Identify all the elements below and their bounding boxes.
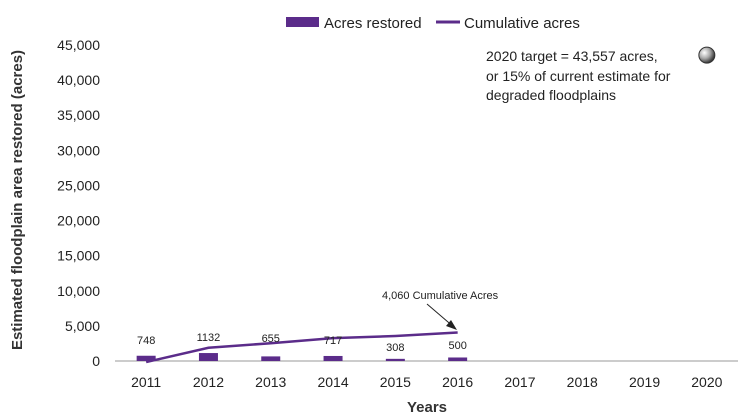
y-tick-label: 30,000: [57, 142, 100, 158]
x-tick-label: 2011: [131, 374, 161, 390]
y-tick-label: 40,000: [57, 72, 100, 88]
bar-acres-restored: [261, 356, 281, 361]
target-marker: [698, 46, 716, 64]
target-annotation-line-3: degraded floodplains: [486, 87, 616, 103]
target-annotation: 2020 target = 43,557 acres, or 15% of cu…: [486, 48, 671, 103]
target-annotation-line-1: 2020 target = 43,557 acres,: [486, 48, 658, 64]
bar-acres-restored: [136, 355, 156, 361]
x-tick-label: 2013: [255, 374, 286, 390]
x-tick-label: 2015: [380, 374, 411, 390]
legend-swatch-acres-restored: [286, 17, 319, 27]
data-label: 500: [448, 340, 466, 352]
y-tick-label: 0: [92, 353, 100, 369]
y-tick-label: 15,000: [57, 248, 100, 264]
data-label: 717: [324, 335, 342, 347]
cumulative-acres-line: [145, 331, 458, 364]
bar-acres-restored: [198, 353, 218, 361]
data-label: 308: [386, 342, 404, 354]
y-tick-label: 10,000: [57, 283, 100, 299]
x-axis-title: Years: [407, 399, 447, 416]
data-label: 748: [137, 335, 155, 347]
data-label: 1132: [197, 332, 221, 344]
data-labels: 748 1132 655 717 308 500: [137, 332, 467, 354]
bar-acres-restored: [385, 358, 405, 361]
cumulative-annotation-arrowhead: [446, 320, 457, 330]
cumulative-annotation: 4,060 Cumulative Acres: [382, 290, 499, 302]
data-label: 655: [262, 333, 280, 345]
bars: [136, 353, 468, 361]
y-tick-label: 25,000: [57, 177, 100, 193]
x-tick-label: 2020: [691, 374, 722, 390]
x-tick-label: 2018: [567, 374, 598, 390]
y-tick-label: 35,000: [57, 107, 100, 123]
y-tick-label: 45,000: [57, 37, 100, 53]
legend-label-acres-restored: Acres restored: [324, 15, 422, 32]
x-tick-label: 2014: [317, 374, 348, 390]
x-tick-label: 2016: [442, 374, 473, 390]
bar-acres-restored: [323, 355, 343, 361]
y-tick-label: 5,000: [65, 318, 100, 334]
y-axis-title: Estimated floodplain area restored (acre…: [9, 50, 26, 350]
legend: Acres restored Cumulative acres: [286, 15, 580, 32]
x-tick-label: 2017: [504, 374, 535, 390]
y-tick-label: 20,000: [57, 213, 100, 229]
y-axis: 0 5,000 10,000 15,000 20,000 25,000 30,000 35,0…: [57, 37, 100, 369]
target-annotation-line-2: or 15% of current estimate for: [486, 68, 671, 84]
bar-acres-restored: [448, 357, 468, 361]
x-axis: 2011 2012 2013 2014 2015 2016 2017 2018 2019 2020: [131, 374, 723, 390]
legend-label-cumulative-acres: Cumulative acres: [464, 15, 580, 32]
x-tick-label: 2012: [193, 374, 224, 390]
x-tick-label: 2019: [629, 374, 660, 390]
